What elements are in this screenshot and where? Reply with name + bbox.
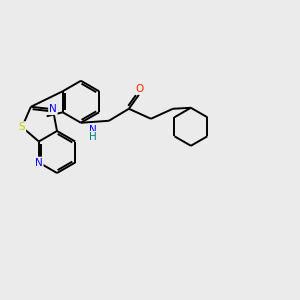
Text: H: H bbox=[89, 132, 97, 142]
Text: O: O bbox=[136, 84, 144, 94]
Text: N: N bbox=[49, 104, 57, 114]
Text: S: S bbox=[19, 122, 25, 132]
Text: N: N bbox=[89, 125, 97, 135]
Text: N: N bbox=[35, 158, 43, 167]
